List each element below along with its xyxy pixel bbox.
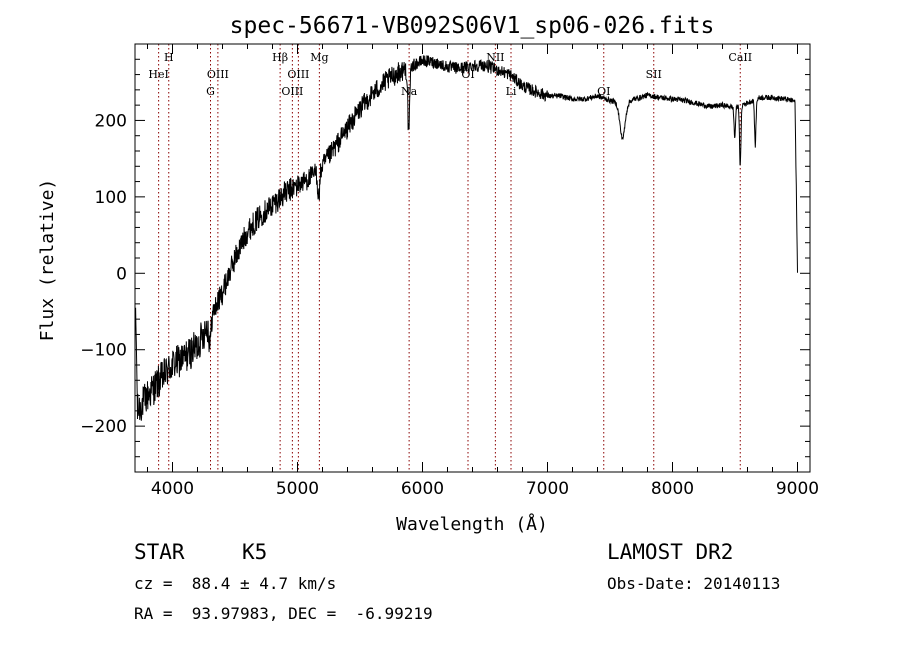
spectral-line-label: NII [486, 51, 504, 64]
spectral-line-label: G [206, 85, 215, 98]
spectral-line-label: SII [646, 68, 662, 81]
y-tick-label: 200 [95, 111, 127, 131]
chart-title: spec-56671-VB092S06V1_sp06-026.fits [230, 13, 715, 39]
y-axis-label: Flux (relative) [37, 179, 58, 342]
object-type: STAR [134, 540, 185, 564]
x-tick-label: 5000 [276, 479, 319, 499]
survey-name: LAMOST DR2 [607, 540, 734, 564]
spectral-line-label: OI [597, 85, 610, 98]
x-tick-label: 4000 [151, 479, 194, 499]
y-tick-label: 100 [95, 188, 127, 208]
y-tick-label: −200 [80, 417, 127, 437]
spectral-line-label: OIII [281, 85, 303, 98]
spectral-line-label: Mg [310, 51, 328, 64]
y-tick-label: −100 [80, 341, 127, 361]
spectral-line-label: Hβ [272, 51, 288, 64]
x-tick-label: 6000 [401, 479, 444, 499]
spectral-line-label: OIII [287, 68, 309, 81]
spectral-line-label: HeI [148, 68, 168, 81]
x-axis: 4000 5000 6000 7000 8000 9000 [147, 44, 819, 499]
spectral-line-label: OI [461, 68, 474, 81]
x-tick-label: 8000 [651, 479, 694, 499]
x-axis-label: Wavelength (Å) [396, 513, 548, 535]
observation-date: Obs-Date: 20140113 [607, 574, 781, 593]
spectral-line-label: Li [506, 85, 517, 98]
redshift-readout: cz = 88.4 ± 4.7 km/s [134, 574, 337, 593]
spectral-line-label: H [164, 51, 174, 64]
spectral-subclass: K5 [242, 540, 268, 564]
x-tick-label: 7000 [526, 479, 569, 499]
spectrum-line [135, 55, 798, 421]
y-tick-label: 0 [116, 264, 127, 284]
spectral-line-label: OIII [207, 68, 229, 81]
spectral-line-label: Na [401, 85, 418, 98]
x-tick-label: 9000 [776, 479, 819, 499]
spectral-line-label: CaII [728, 51, 752, 64]
spectral-line-markers [158, 44, 741, 472]
y-axis: −200 −100 0 100 200 [80, 43, 810, 473]
coordinates-readout: RA = 93.97983, DEC = -6.99219 [134, 604, 433, 623]
